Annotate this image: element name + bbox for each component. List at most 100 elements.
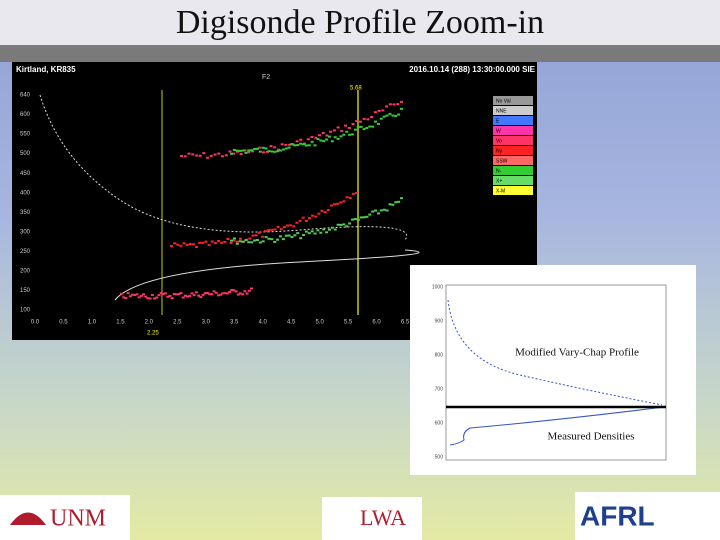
legend-swatch xyxy=(493,136,533,145)
echo xyxy=(388,103,392,106)
echo xyxy=(290,143,294,146)
echo xyxy=(182,242,186,245)
echo xyxy=(251,234,255,237)
echo xyxy=(120,292,123,295)
echo xyxy=(333,203,337,206)
echo xyxy=(316,138,320,141)
y-tick-label: 100 xyxy=(20,308,31,314)
echo xyxy=(264,230,268,233)
echo xyxy=(317,134,321,137)
echo xyxy=(351,192,355,195)
echo xyxy=(161,292,165,295)
echo xyxy=(392,103,396,106)
echo xyxy=(388,112,392,115)
echo xyxy=(225,292,229,295)
echo xyxy=(224,154,228,157)
echo xyxy=(333,228,337,231)
echo xyxy=(194,154,198,157)
y-tick-label: 500 xyxy=(20,151,31,157)
echo xyxy=(280,143,284,146)
legend-label: NNE xyxy=(496,108,507,114)
y-tick-label: 200 xyxy=(20,268,31,274)
echo xyxy=(310,230,314,233)
echo xyxy=(278,149,282,152)
x-tick-label: 4.0 xyxy=(259,320,268,326)
x-tick-label: 5.0 xyxy=(315,320,324,326)
y-tick-label: 1000 xyxy=(432,284,443,290)
echo xyxy=(173,242,177,245)
echo xyxy=(234,290,238,293)
echo xyxy=(270,150,274,153)
echo xyxy=(299,138,303,141)
echo xyxy=(345,225,349,228)
echo xyxy=(340,130,344,133)
echo xyxy=(276,148,280,151)
echo xyxy=(142,293,146,296)
echo xyxy=(351,218,355,221)
echo xyxy=(330,226,334,229)
y-tick-label: 500 xyxy=(435,454,444,460)
echo xyxy=(235,149,239,152)
echo xyxy=(325,231,329,234)
echo xyxy=(276,150,280,153)
echo xyxy=(327,228,331,231)
echo xyxy=(306,138,310,141)
logo-afrl: AFRL xyxy=(580,500,655,531)
x-tick-label: 0.5 xyxy=(59,320,68,326)
echo xyxy=(379,209,383,212)
x-tick-label: 3.0 xyxy=(202,320,211,326)
title-rule xyxy=(0,45,720,62)
echo xyxy=(255,239,259,242)
echo xyxy=(302,234,306,237)
echo xyxy=(253,148,257,151)
echo xyxy=(124,297,128,300)
echo xyxy=(397,113,401,116)
echo xyxy=(302,143,306,146)
echo xyxy=(244,151,248,154)
echo xyxy=(287,146,291,149)
echo xyxy=(203,292,207,295)
echo xyxy=(247,241,251,244)
echo xyxy=(330,140,334,143)
echo xyxy=(313,232,317,235)
y-tick-label: 350 xyxy=(20,210,31,216)
layer: F2 xyxy=(262,74,270,81)
echo xyxy=(212,290,216,293)
echo xyxy=(304,219,308,222)
echo xyxy=(310,135,314,138)
y-tick-label: 900 xyxy=(435,318,444,324)
echo xyxy=(314,215,318,218)
echo xyxy=(258,146,262,149)
echo xyxy=(322,140,326,143)
echo xyxy=(339,135,343,138)
echo xyxy=(365,126,369,129)
echo xyxy=(355,120,359,123)
echo xyxy=(221,292,225,295)
echo xyxy=(133,294,137,297)
echo xyxy=(238,149,242,152)
echo xyxy=(227,290,231,293)
echo xyxy=(170,244,173,247)
x-tick-label: 6.0 xyxy=(372,320,381,326)
echo xyxy=(261,146,265,149)
echo xyxy=(344,124,348,127)
echo xyxy=(336,126,340,129)
echo xyxy=(239,152,243,155)
y-tick-label: 400 xyxy=(20,190,31,196)
echo xyxy=(232,289,236,292)
echo xyxy=(176,243,180,246)
echo xyxy=(329,204,333,207)
echo xyxy=(265,150,269,153)
echo xyxy=(241,240,245,243)
legend-label: W xyxy=(496,128,501,134)
echo xyxy=(198,241,202,244)
echo xyxy=(336,137,340,140)
annotation: Measured Densities xyxy=(547,431,634,443)
echo xyxy=(376,122,380,125)
echo xyxy=(250,150,254,153)
echo xyxy=(219,293,223,296)
echo xyxy=(155,296,159,299)
x-tick-label: 3.5 xyxy=(230,320,239,326)
inset-curve xyxy=(449,406,665,446)
legend-label: N- xyxy=(496,168,502,174)
